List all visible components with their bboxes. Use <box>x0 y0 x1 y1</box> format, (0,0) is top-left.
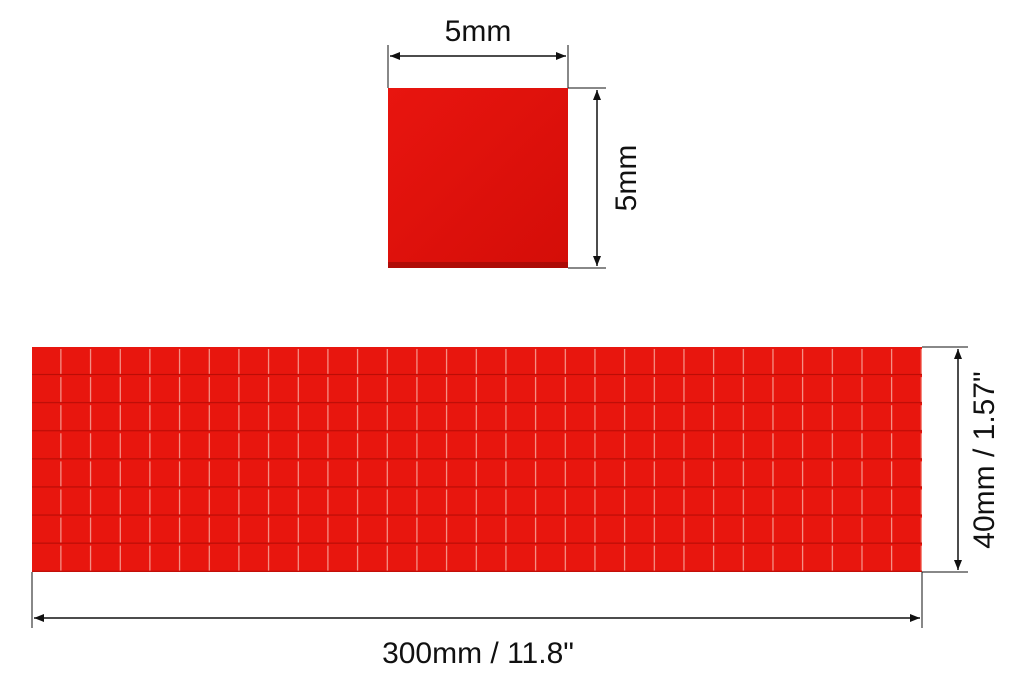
dimension-label: 300mm / 11.8" <box>382 637 574 670</box>
square <box>388 88 568 268</box>
square-piece: 5mm 5mm <box>387 15 643 269</box>
dimension-label: 5mm <box>610 145 643 212</box>
square-edge <box>388 262 568 268</box>
strip: 40mm / 1.57" 300mm / 11.8" <box>31 346 1001 670</box>
dimension-label: 5mm <box>445 15 512 48</box>
dimension-label: 40mm / 1.57" <box>968 371 1001 548</box>
strip-grid <box>32 347 922 572</box>
